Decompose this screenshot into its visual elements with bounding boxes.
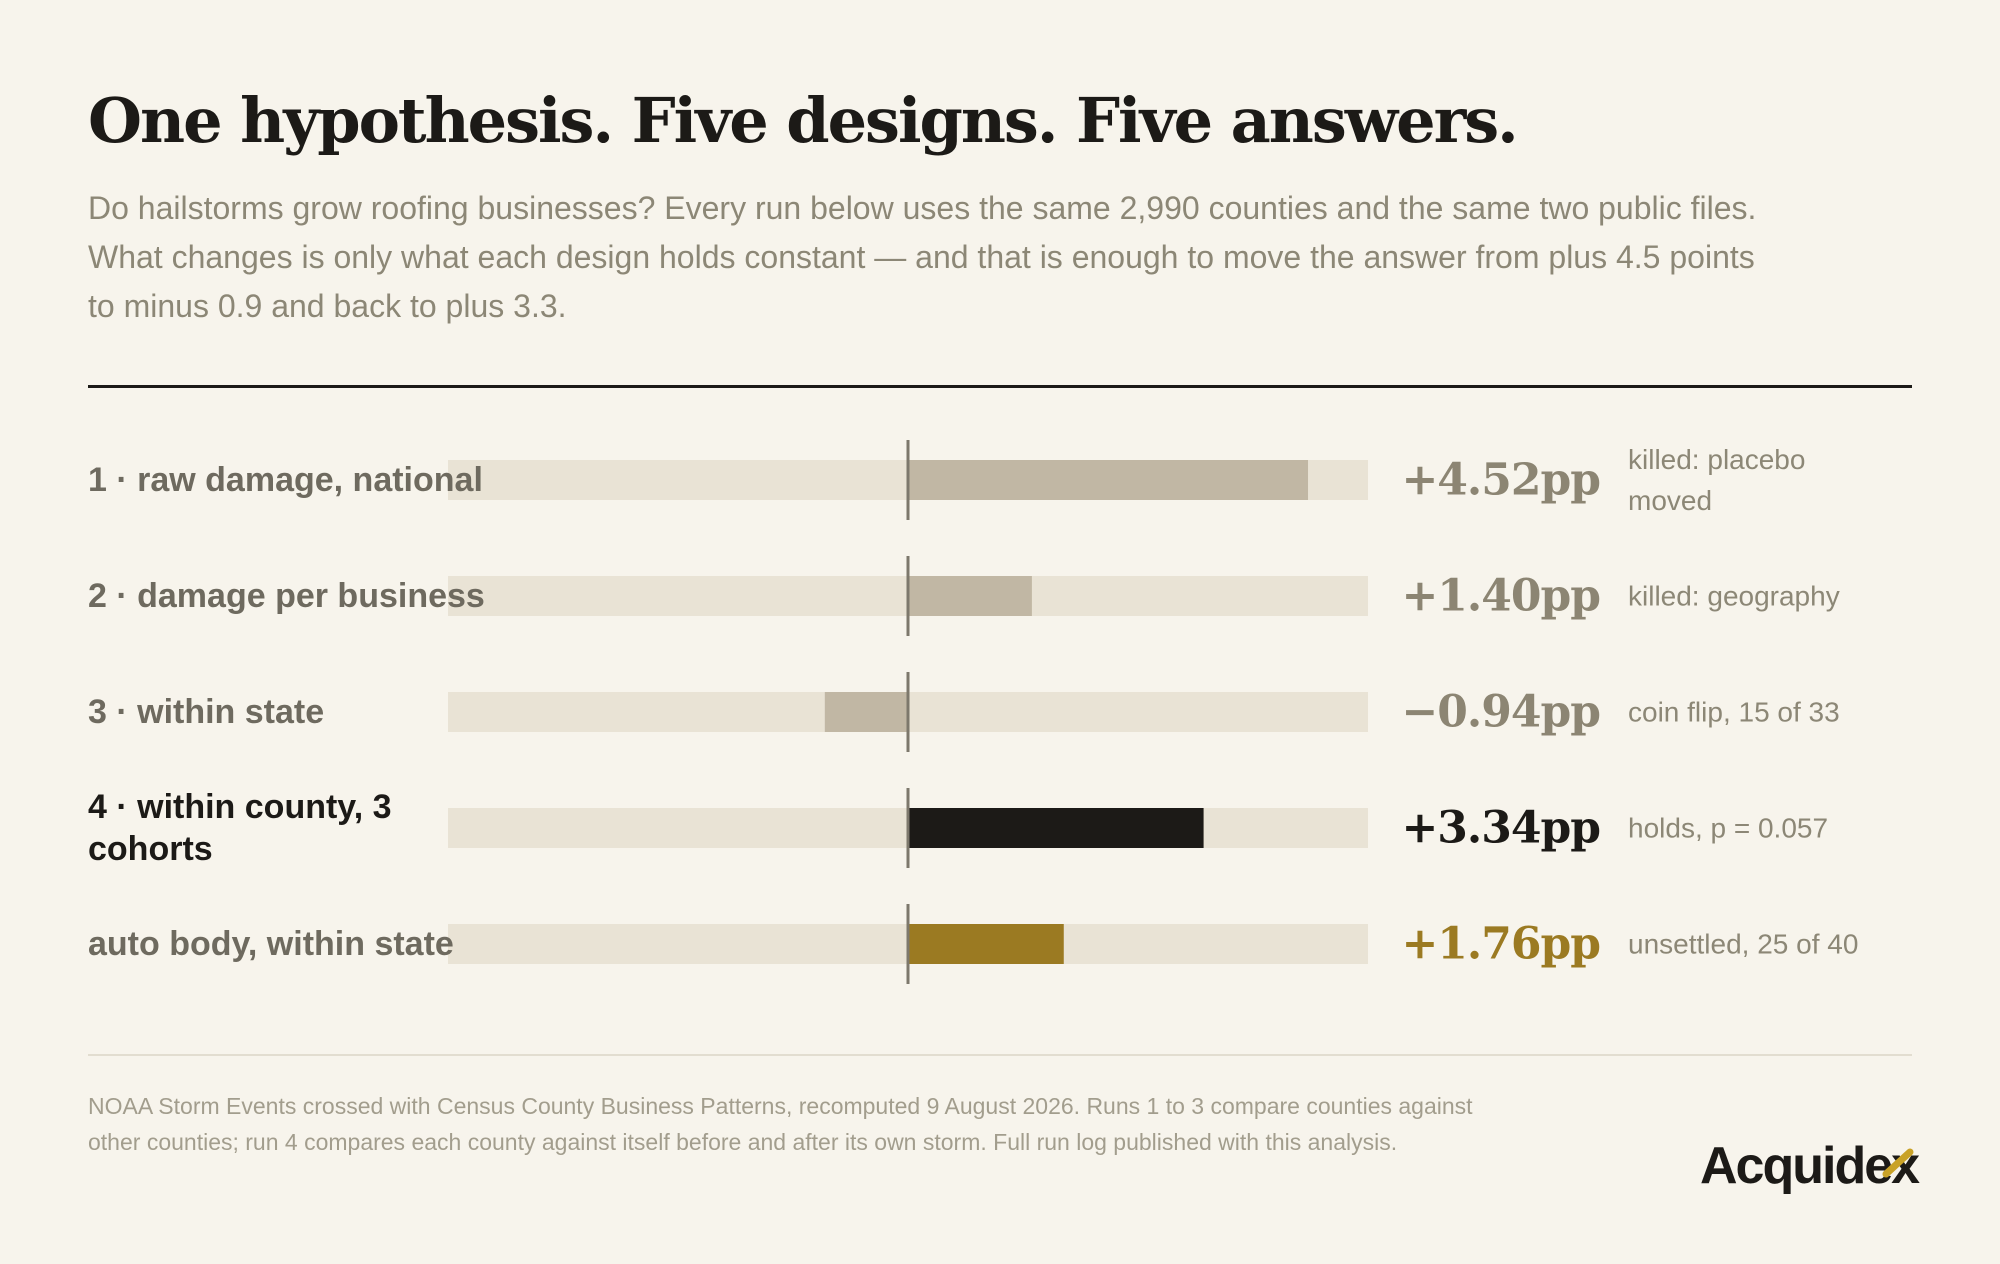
- category-label-3: 3 · within state: [88, 693, 324, 731]
- value-label-1: +4.52pp: [1401, 455, 1600, 506]
- bar-3: [824, 692, 908, 732]
- results-bar-chart: 1 · raw damage, national +4.52pp killed: p…: [88, 440, 1858, 984]
- bar-2: [908, 576, 1032, 616]
- source-footnote: NOAA Storm Events crossed with Census Co…: [88, 1093, 1473, 1155]
- logo-check-icon: [1882, 1148, 1914, 1178]
- bar-4: [908, 808, 1204, 848]
- category-label-4: 4 · within county, 3 cohorts: [88, 788, 392, 868]
- bar-1: [908, 460, 1309, 500]
- brand-logo: Acquidex: [1700, 1137, 1920, 1195]
- value-label-4: +3.34pp: [1401, 803, 1600, 854]
- page-title: One hypothesis. Five designs. Five answe…: [88, 84, 1519, 157]
- value-label-5: +1.76pp: [1401, 919, 1600, 970]
- bar-5: [908, 924, 1064, 964]
- page-subtitle: Do hailstorms grow roofing businesses? E…: [88, 190, 1757, 324]
- verdict-note-4: holds, p = 0.057: [1628, 813, 1828, 844]
- top-divider: [88, 385, 1912, 388]
- value-label-2: +1.40pp: [1401, 571, 1600, 622]
- bottom-divider: [88, 1054, 1912, 1056]
- category-label-2: 2 · damage per business: [88, 577, 485, 615]
- verdict-note-3: coin flip, 15 of 33: [1628, 697, 1840, 728]
- verdict-note-1: killed: placebo moved: [1628, 444, 1805, 516]
- verdict-note-2: killed: geography: [1628, 581, 1840, 612]
- verdict-note-5: unsettled, 25 of 40: [1628, 929, 1858, 960]
- value-label-3: −0.94pp: [1401, 687, 1600, 738]
- category-label-5: auto body, within state: [88, 925, 454, 963]
- category-label-1: 1 · raw damage, national: [88, 461, 483, 499]
